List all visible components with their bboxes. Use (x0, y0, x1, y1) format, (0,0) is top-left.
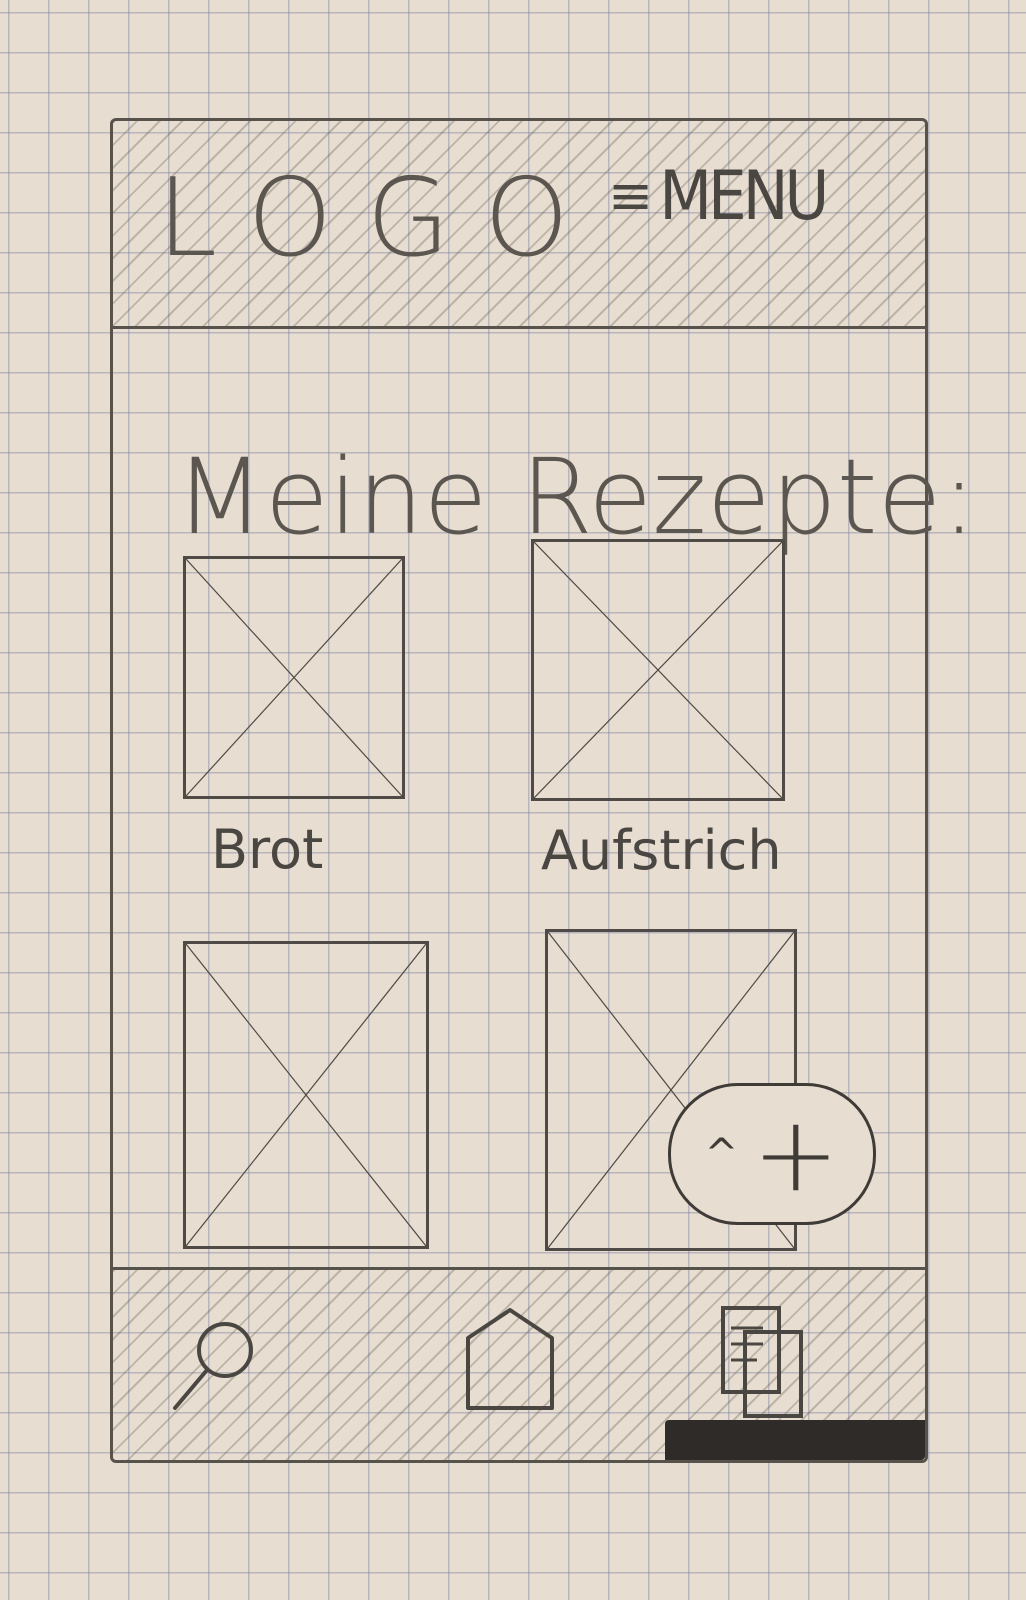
nav-item-home[interactable] (458, 1300, 568, 1420)
hamburger-icon: ≡ (608, 164, 654, 227)
top-app-bar: LOGO ≡ MENU (113, 121, 925, 329)
plus-icon: + (752, 1093, 840, 1215)
bottom-navigation (113, 1267, 925, 1460)
nav-item-documents[interactable] (713, 1300, 823, 1420)
page-title: Meine Rezepte: (175, 435, 977, 558)
phone-frame: LOGO ≡ MENU Meine Rezepte: Brot Aufstric… (110, 118, 977, 1463)
image-placeholder-icon (183, 556, 405, 799)
image-placeholder-icon (183, 941, 429, 1249)
recipe-card-label: Brot (211, 818, 324, 881)
menu-label: MENU (659, 156, 829, 236)
menu-button[interactable]: ≡ MENU (608, 156, 829, 236)
recipe-card[interactable] (183, 941, 433, 1253)
add-recipe-button[interactable]: ^ + (668, 1083, 876, 1225)
search-icon (173, 1322, 253, 1410)
image-placeholder-icon (531, 539, 785, 801)
recipe-card-label: Aufstrich (541, 819, 782, 882)
documents-icon (721, 1306, 803, 1418)
home-icon (466, 1308, 554, 1410)
nav-item-search[interactable] (161, 1300, 271, 1420)
recipe-card-aufstrich[interactable]: Aufstrich (531, 539, 821, 901)
arrow-up-icon: ^ (704, 1131, 739, 1177)
recipe-card-brot[interactable]: Brot (183, 556, 423, 901)
logo[interactable]: LOGO (157, 156, 604, 281)
home-indicator[interactable] (665, 1420, 925, 1460)
